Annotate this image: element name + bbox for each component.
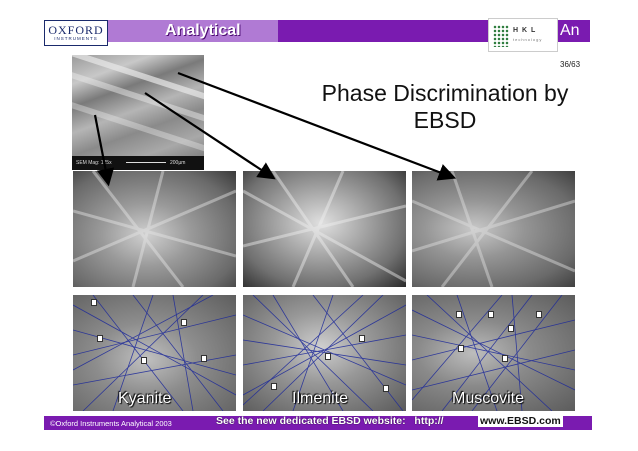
hkl-logo: H K L technology (488, 18, 558, 52)
url-prefix[interactable]: http:// (414, 415, 444, 427)
kikuchi-pattern-kyanite (73, 171, 236, 287)
oxford-instruments-logo: OXFORD INSTRUMENTS (44, 20, 108, 46)
sem-micrograph (72, 55, 204, 170)
zone-axis-tag (141, 357, 148, 364)
phase-label-kyanite: Kyanite (118, 390, 172, 407)
zone-axis-tag (325, 353, 332, 360)
section-title: Analytical (165, 22, 241, 39)
hkl-logo-text: H K L (513, 27, 537, 34)
zone-axis-tag (181, 319, 188, 326)
zone-axis-tag (91, 299, 98, 306)
index-lines (412, 295, 575, 411)
page-number: 36/63 (560, 60, 581, 69)
zone-axis-tag (383, 385, 390, 392)
indexed-pattern-kyanite (73, 295, 236, 411)
heading-line1: Phase Discrimination by (321, 80, 569, 106)
indexed-pattern-muscovite (412, 295, 575, 411)
zone-axis-tag (508, 325, 515, 332)
indexed-pattern-ilmenite (243, 295, 406, 411)
zone-axis-tag (359, 335, 366, 342)
sem-caption-right: 200µm (170, 160, 186, 166)
kikuchi-bands (73, 171, 236, 287)
header-title-background (108, 20, 278, 42)
logo-line1: OXFORD (48, 23, 104, 37)
index-lines (243, 295, 406, 411)
scale-bar (126, 162, 166, 163)
kikuchi-bands (412, 171, 575, 287)
logo-line2: INSTRUMENTS (54, 36, 98, 41)
zone-axis-tag (97, 335, 104, 342)
zone-axis-tag (201, 355, 208, 362)
copyright-text: ©Oxford Instruments Analytical 2003 (50, 419, 172, 428)
footer-bar (44, 416, 592, 430)
website-link[interactable]: www.EBSD.com (478, 415, 563, 427)
phase-label-muscovite: Muscovite (452, 390, 525, 407)
hkl-dots-icon (493, 25, 509, 47)
zone-axis-tag (458, 345, 465, 352)
kikuchi-bands (243, 171, 406, 287)
cut-off-title: An (560, 22, 580, 39)
sem-caption-left: SEM Mag: 125x (76, 160, 112, 166)
kikuchi-pattern-muscovite (412, 171, 575, 287)
footer-promo: See the new dedicated EBSD website: http… (216, 415, 444, 427)
promo-text: See the new dedicated EBSD website: (216, 415, 406, 427)
slide-heading: Phase Discrimination by EBSD (300, 80, 590, 134)
sem-caption-bar: SEM Mag: 125x 200µm (72, 156, 204, 170)
zone-axis-tag (488, 311, 495, 318)
sem-grain-band (72, 70, 204, 126)
kikuchi-pattern-ilmenite (243, 171, 406, 287)
phase-label-ilmenite: Ilmenite (292, 390, 349, 407)
heading-line2: EBSD (413, 107, 477, 133)
zone-axis-tag (456, 311, 463, 318)
hkl-logo-subtext: technology (513, 37, 543, 42)
zone-axis-tag (502, 355, 509, 362)
zone-axis-tag (536, 311, 543, 318)
zone-axis-tag (271, 383, 278, 390)
